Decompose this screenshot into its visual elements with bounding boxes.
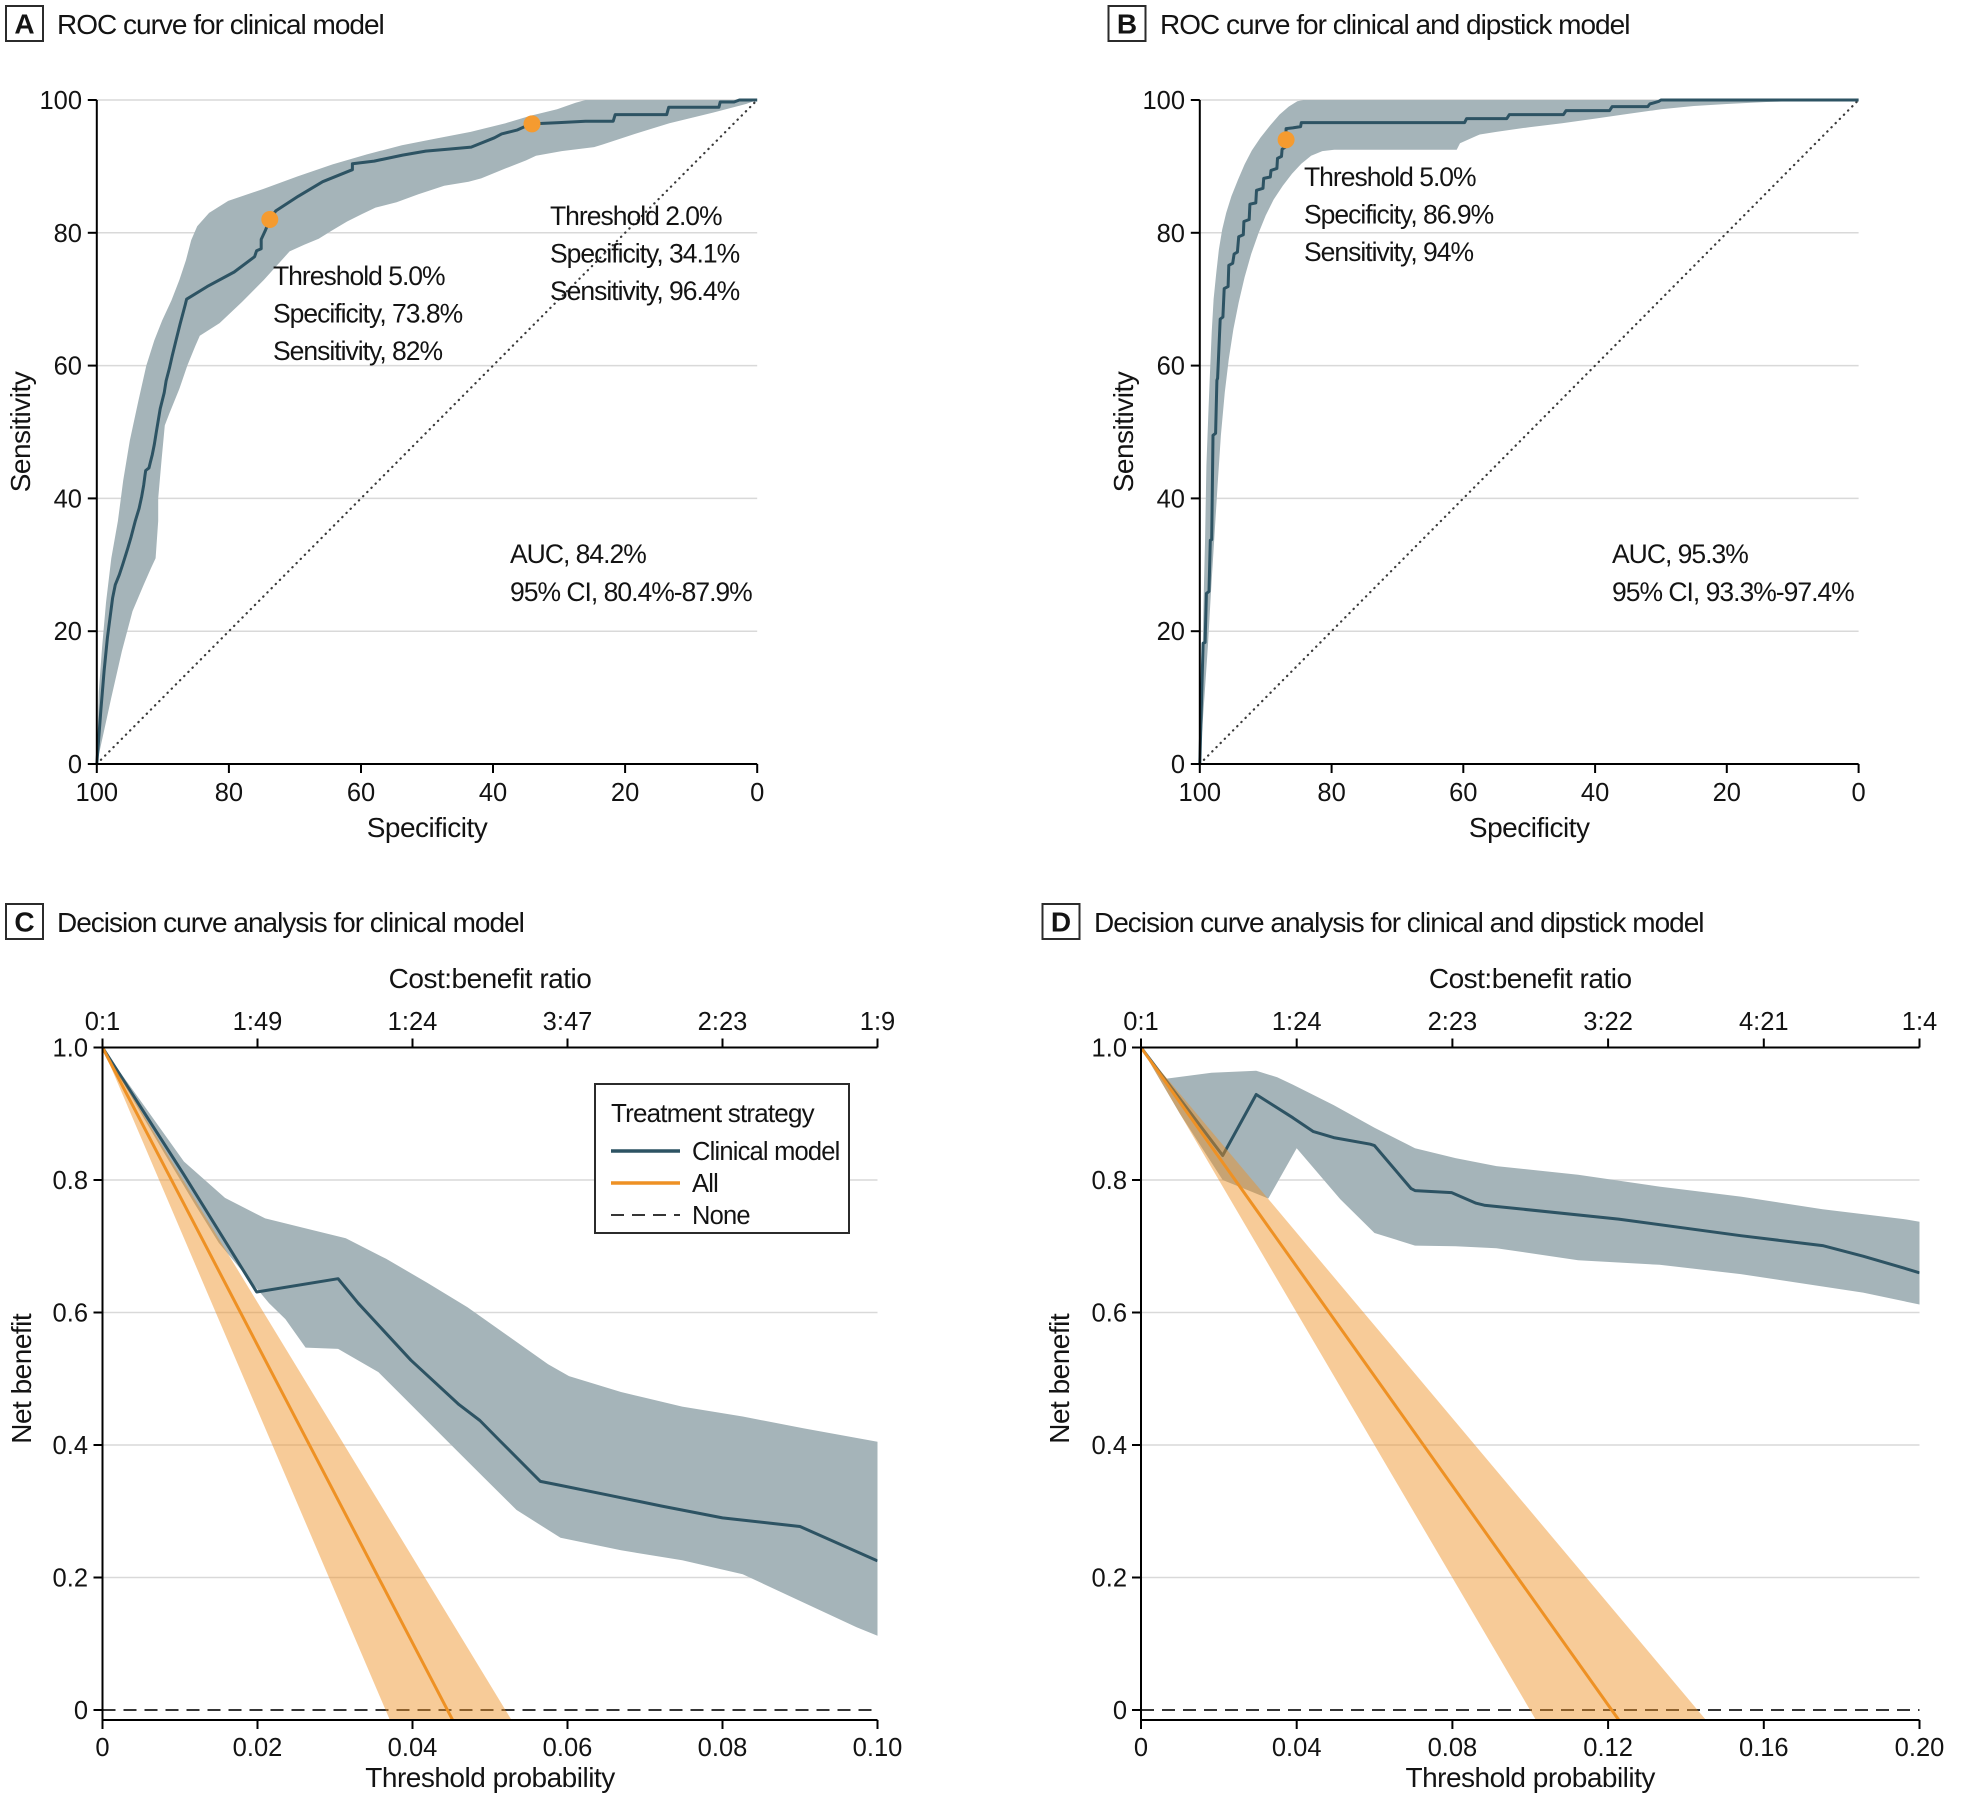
svg-text:0: 0 xyxy=(750,779,764,807)
svg-text:0.6: 0.6 xyxy=(53,1300,88,1328)
svg-text:0:1: 0:1 xyxy=(85,1008,120,1036)
svg-text:4:21: 4:21 xyxy=(1739,1008,1789,1036)
svg-text:ROC curve for clinical model: ROC curve for clinical model xyxy=(57,9,384,40)
svg-text:Clinical model: Clinical model xyxy=(692,1138,840,1166)
svg-text:60: 60 xyxy=(54,353,82,381)
svg-text:0.4: 0.4 xyxy=(53,1432,88,1460)
svg-text:3:47: 3:47 xyxy=(543,1008,593,1036)
svg-text:Specificity, 73.8%: Specificity, 73.8% xyxy=(273,299,463,329)
svg-text:Treatment strategy: Treatment strategy xyxy=(611,1098,815,1128)
svg-text:Sensitivity, 82%: Sensitivity, 82% xyxy=(273,336,443,366)
svg-text:0.06: 0.06 xyxy=(543,1734,593,1762)
svg-text:Specificity: Specificity xyxy=(367,812,488,843)
svg-text:60: 60 xyxy=(1157,353,1185,381)
svg-text:0.04: 0.04 xyxy=(388,1734,438,1762)
svg-text:1:24: 1:24 xyxy=(388,1008,438,1036)
svg-text:20: 20 xyxy=(611,779,639,807)
svg-text:Decision curve analysis for cl: Decision curve analysis for clinical and… xyxy=(1094,907,1704,938)
svg-text:100: 100 xyxy=(1179,779,1222,807)
svg-text:0: 0 xyxy=(68,751,82,779)
svg-text:0.10: 0.10 xyxy=(853,1734,903,1762)
svg-text:3:22: 3:22 xyxy=(1583,1008,1633,1036)
svg-text:1:24: 1:24 xyxy=(1272,1008,1322,1036)
svg-text:0.2: 0.2 xyxy=(1092,1565,1127,1593)
svg-text:0:1: 0:1 xyxy=(1123,1008,1158,1036)
svg-text:100: 100 xyxy=(39,87,82,115)
svg-text:A: A xyxy=(14,9,34,40)
svg-text:95% CI, 93.3%-97.4%: 95% CI, 93.3%-97.4% xyxy=(1612,577,1854,607)
svg-text:0: 0 xyxy=(1852,779,1866,807)
svg-text:Specificity: Specificity xyxy=(1469,812,1590,843)
svg-text:1:49: 1:49 xyxy=(233,1008,283,1036)
svg-text:20: 20 xyxy=(1713,779,1741,807)
svg-text:Sensitivity: Sensitivity xyxy=(1108,371,1139,492)
svg-text:0: 0 xyxy=(1113,1697,1127,1725)
svg-text:40: 40 xyxy=(1581,779,1609,807)
svg-text:Threshold probability: Threshold probability xyxy=(365,1762,615,1793)
svg-text:0: 0 xyxy=(1134,1734,1148,1762)
svg-text:0.04: 0.04 xyxy=(1272,1734,1322,1762)
svg-text:None: None xyxy=(692,1202,750,1230)
svg-text:2:23: 2:23 xyxy=(1428,1008,1478,1036)
svg-text:0.16: 0.16 xyxy=(1739,1734,1789,1762)
svg-text:20: 20 xyxy=(1157,618,1185,646)
svg-text:0: 0 xyxy=(1171,751,1185,779)
svg-text:0.2: 0.2 xyxy=(53,1565,88,1593)
svg-text:100: 100 xyxy=(76,779,119,807)
svg-text:60: 60 xyxy=(1449,779,1477,807)
svg-text:Specificity, 86.9%: Specificity, 86.9% xyxy=(1304,200,1494,230)
svg-text:2:23: 2:23 xyxy=(698,1008,748,1036)
svg-text:D: D xyxy=(1051,907,1071,938)
svg-text:80: 80 xyxy=(215,779,243,807)
svg-text:40: 40 xyxy=(479,779,507,807)
svg-text:0.8: 0.8 xyxy=(53,1167,88,1195)
svg-text:1:4: 1:4 xyxy=(1902,1008,1937,1036)
svg-text:ROC curve for clinical and dip: ROC curve for clinical and dipstick mode… xyxy=(1160,9,1629,40)
svg-text:0.20: 0.20 xyxy=(1895,1734,1945,1762)
svg-text:0: 0 xyxy=(95,1734,109,1762)
svg-text:C: C xyxy=(14,907,34,938)
svg-text:95% CI, 80.4%-87.9%: 95% CI, 80.4%-87.9% xyxy=(510,577,752,607)
svg-text:AUC, 84.2%: AUC, 84.2% xyxy=(510,539,646,569)
svg-text:Net benefit: Net benefit xyxy=(1044,1313,1075,1444)
svg-text:1:9: 1:9 xyxy=(860,1008,895,1036)
svg-text:B: B xyxy=(1117,9,1137,40)
svg-text:Threshold probability: Threshold probability xyxy=(1405,1762,1655,1793)
svg-text:40: 40 xyxy=(1157,485,1185,513)
svg-text:Cost:benefit ratio: Cost:benefit ratio xyxy=(1429,963,1632,994)
svg-text:Cost:benefit ratio: Cost:benefit ratio xyxy=(389,963,592,994)
svg-text:Sensitivity, 96.4%: Sensitivity, 96.4% xyxy=(550,276,740,306)
svg-text:Threshold 5.0%: Threshold 5.0% xyxy=(1304,162,1476,192)
svg-text:Threshold 5.0%: Threshold 5.0% xyxy=(273,261,445,291)
svg-text:AUC, 95.3%: AUC, 95.3% xyxy=(1612,539,1748,569)
svg-text:Specificity, 34.1%: Specificity, 34.1% xyxy=(550,239,740,269)
svg-text:60: 60 xyxy=(347,779,375,807)
svg-text:0.02: 0.02 xyxy=(233,1734,283,1762)
svg-text:All: All xyxy=(692,1170,718,1198)
svg-text:20: 20 xyxy=(54,618,82,646)
svg-text:0.8: 0.8 xyxy=(1092,1167,1127,1195)
svg-text:80: 80 xyxy=(1317,779,1345,807)
svg-text:0.08: 0.08 xyxy=(1428,1734,1478,1762)
svg-text:Decision curve analysis for cl: Decision curve analysis for clinical mod… xyxy=(57,907,524,938)
svg-text:Net benefit: Net benefit xyxy=(6,1313,37,1444)
svg-text:Threshold 2.0%: Threshold 2.0% xyxy=(550,201,722,231)
svg-text:40: 40 xyxy=(54,485,82,513)
svg-text:Sensitivity, 94%: Sensitivity, 94% xyxy=(1304,237,1474,267)
svg-text:Sensitivity: Sensitivity xyxy=(5,371,36,492)
svg-text:1.0: 1.0 xyxy=(53,1035,88,1063)
svg-text:1.0: 1.0 xyxy=(1092,1035,1127,1063)
svg-text:0.12: 0.12 xyxy=(1583,1734,1633,1762)
svg-text:0.4: 0.4 xyxy=(1092,1432,1127,1460)
svg-text:80: 80 xyxy=(54,220,82,248)
svg-text:80: 80 xyxy=(1157,220,1185,248)
svg-text:0: 0 xyxy=(74,1697,88,1725)
svg-text:0.08: 0.08 xyxy=(698,1734,748,1762)
svg-text:100: 100 xyxy=(1142,87,1185,115)
svg-text:0.6: 0.6 xyxy=(1092,1300,1127,1328)
